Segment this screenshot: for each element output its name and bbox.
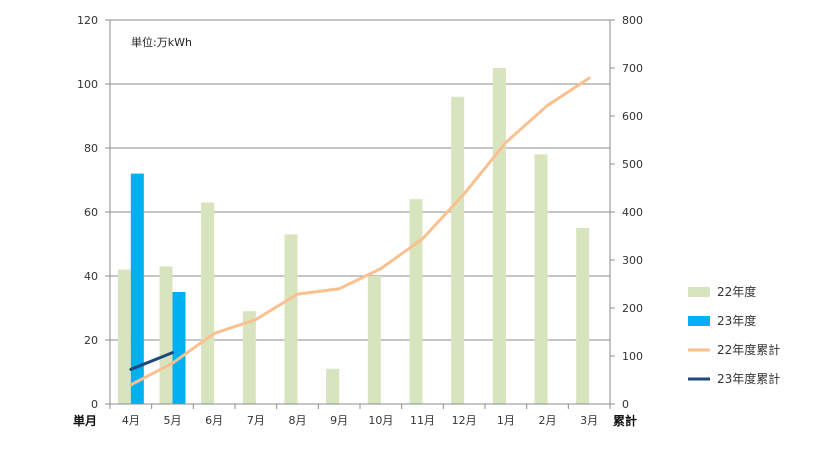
x-tick-label: 4月: [122, 414, 140, 427]
x-tick-label: 8月: [289, 414, 307, 427]
legend-label: 22年度: [717, 284, 756, 299]
legend-swatch: [688, 316, 710, 326]
axes: [105, 19, 615, 409]
right-tick-label: 200: [622, 302, 643, 315]
right-tick-label: 500: [622, 158, 643, 171]
legend-swatch: [688, 287, 710, 297]
x-tick-label: 7月: [247, 414, 265, 427]
right-tick-label: 300: [622, 254, 643, 267]
bar: [159, 266, 173, 404]
legend-label: 22年度累計: [717, 342, 780, 357]
right-axis-title: 累計: [613, 413, 637, 428]
unit-label: 単位:万kWh: [131, 35, 192, 49]
bar: [534, 154, 548, 404]
left-tick-label: 120: [77, 14, 98, 27]
right-tick-label: 100: [622, 350, 643, 363]
bar: [451, 96, 465, 405]
bar: [284, 234, 298, 404]
bar: [201, 202, 215, 404]
left-axis-title: 単月: [73, 413, 97, 428]
lines: [129, 76, 591, 387]
left-tick-label: 40: [84, 270, 98, 283]
series-line: [129, 76, 591, 387]
bar: [367, 276, 381, 404]
bar: [172, 292, 186, 404]
right-tick-label: 0: [622, 398, 629, 411]
bar: [130, 173, 144, 404]
bar: [117, 269, 131, 404]
left-tick-label: 80: [84, 142, 98, 155]
series-line: [129, 351, 174, 371]
right-tick-label: 800: [622, 14, 643, 27]
left-tick-label: 100: [77, 78, 98, 91]
right-tick-label: 600: [622, 110, 643, 123]
right-tick-label: 400: [622, 206, 643, 219]
gridlines: [110, 19, 610, 341]
x-axis-ticks: 4月 5月 6月 7月 8月 9月 10月 11月 12月 1月 2月 3月: [122, 414, 598, 427]
left-tick-label: 20: [84, 334, 98, 347]
bar: [326, 368, 340, 404]
legend: 22年度 23年度 22年度累計 23年度累計: [688, 284, 780, 386]
bar: [576, 228, 590, 404]
bar: [409, 199, 423, 404]
x-tick-label: 11月: [410, 414, 435, 427]
right-tick-label: 700: [622, 62, 643, 75]
x-tick-label: 6月: [205, 414, 223, 427]
legend-label: 23年度累計: [717, 371, 780, 386]
bars: [117, 68, 590, 405]
left-tick-label: 0: [91, 398, 98, 411]
left-tick-label: 60: [84, 206, 98, 219]
x-tick-label: 5月: [164, 414, 182, 427]
x-tick-label: 12月: [452, 414, 477, 427]
x-tick-label: 2月: [539, 414, 557, 427]
right-axis-ticks: 0 100 200 300 400 500 600 700 800: [622, 14, 643, 411]
bar: [242, 311, 256, 404]
legend-label: 23年度: [717, 313, 756, 328]
bar: [492, 68, 506, 404]
x-tick-label: 1月: [497, 414, 515, 427]
x-tick-label: 9月: [330, 414, 348, 427]
x-tick-label: 3月: [580, 414, 598, 427]
left-axis-ticks: 0 20 40 60 80 100 120: [77, 14, 98, 411]
x-tick-label: 10月: [368, 414, 393, 427]
